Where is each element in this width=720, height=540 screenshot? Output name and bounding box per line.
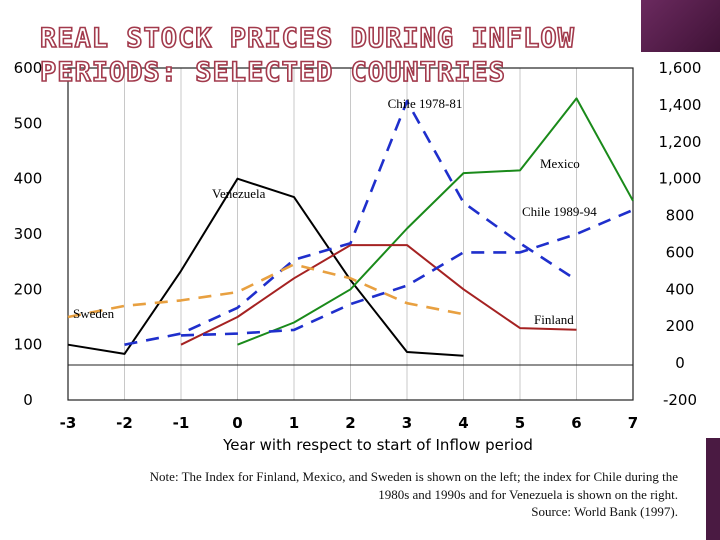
y-left-tick-label: 500 — [14, 114, 43, 132]
series-label: Chile 1978-81 — [388, 96, 463, 111]
series-label: Venezuela — [212, 186, 266, 201]
x-tick-label: -1 — [173, 414, 190, 432]
note: Note: The Index for Finland, Mexico, and… — [30, 468, 678, 521]
x-tick-label: 3 — [402, 414, 412, 432]
y-right-tick-label: 1,600 — [659, 59, 702, 77]
x-tick-label: 6 — [571, 414, 581, 432]
x-tick-label: 4 — [458, 414, 468, 432]
y-left-tick-label: 0 — [23, 391, 33, 409]
y-right-tick-label: -200 — [663, 391, 697, 409]
y-right-tick-label: 400 — [666, 280, 695, 298]
note-line-1: Note: The Index for Finland, Mexico, and… — [149, 469, 678, 484]
series-label: Chile 1989-94 — [522, 204, 597, 219]
x-axis-label: Year with respect to start of Inflow per… — [222, 436, 533, 454]
note-line-2: 1980s and 1990s and for Venezuela is sho… — [378, 486, 678, 502]
x-tick-label: 0 — [232, 414, 242, 432]
y-left-tick-label: 600 — [14, 59, 43, 77]
x-tick-label: -3 — [60, 414, 77, 432]
y-left-tick-label: 300 — [14, 225, 43, 243]
x-tick-label: 2 — [345, 414, 355, 432]
series-line-finland — [180, 244, 577, 346]
series-line-chile-1978-81 — [124, 99, 578, 346]
x-tick-label: 5 — [515, 414, 525, 432]
label-layer: Chile 1978-81 Mexico Venezuela Chile 1989-9… — [73, 96, 597, 327]
series-line-sweden — [67, 263, 464, 319]
side-accent — [706, 438, 720, 540]
y-right-tick-label: 1,000 — [659, 170, 702, 188]
x-tick-label: -2 — [116, 414, 133, 432]
y-left-tick-label: 100 — [14, 336, 43, 354]
slide-title: REAL STOCK PRICES DURING INFLOW PERIODS:… — [39, 22, 600, 90]
title-line-2: PERIODS: SELECTED COUNTRIES — [39, 56, 506, 89]
y-left-tick-label: 400 — [14, 170, 43, 188]
y-right-tick-label: 1,200 — [659, 133, 702, 151]
x-tick-label: 1 — [289, 414, 299, 432]
series-line-chile-1989-94 — [180, 208, 634, 337]
corner-accent — [641, 0, 720, 52]
y-right-tick-label: 1,400 — [659, 96, 702, 114]
y-right-tick-label: 600 — [666, 243, 695, 261]
series-layer — [67, 97, 634, 357]
tick-layer: -3 -2 -1 0 1 2 3 4 5 6 7 0 100 200 300 400 500 600 -200 0 20… — [14, 59, 702, 432]
y-right-tick-label: 200 — [666, 317, 695, 335]
y-right-tick-label: 800 — [666, 207, 695, 225]
series-label: Sweden — [73, 306, 115, 321]
note-line-3: Source: World Bank (1997). — [531, 504, 678, 519]
title-line-1: REAL STOCK PRICES DURING INFLOW — [39, 22, 575, 55]
y-right-tick-label: 0 — [675, 354, 685, 372]
series-label: Finland — [534, 312, 574, 327]
x-tick-label: 7 — [628, 414, 638, 432]
y-left-tick-label: 200 — [14, 280, 43, 298]
series-line-mexico — [237, 97, 634, 346]
series-label: Mexico — [540, 156, 580, 171]
series-line-venezuela — [67, 177, 464, 357]
plot-area — [67, 67, 634, 401]
